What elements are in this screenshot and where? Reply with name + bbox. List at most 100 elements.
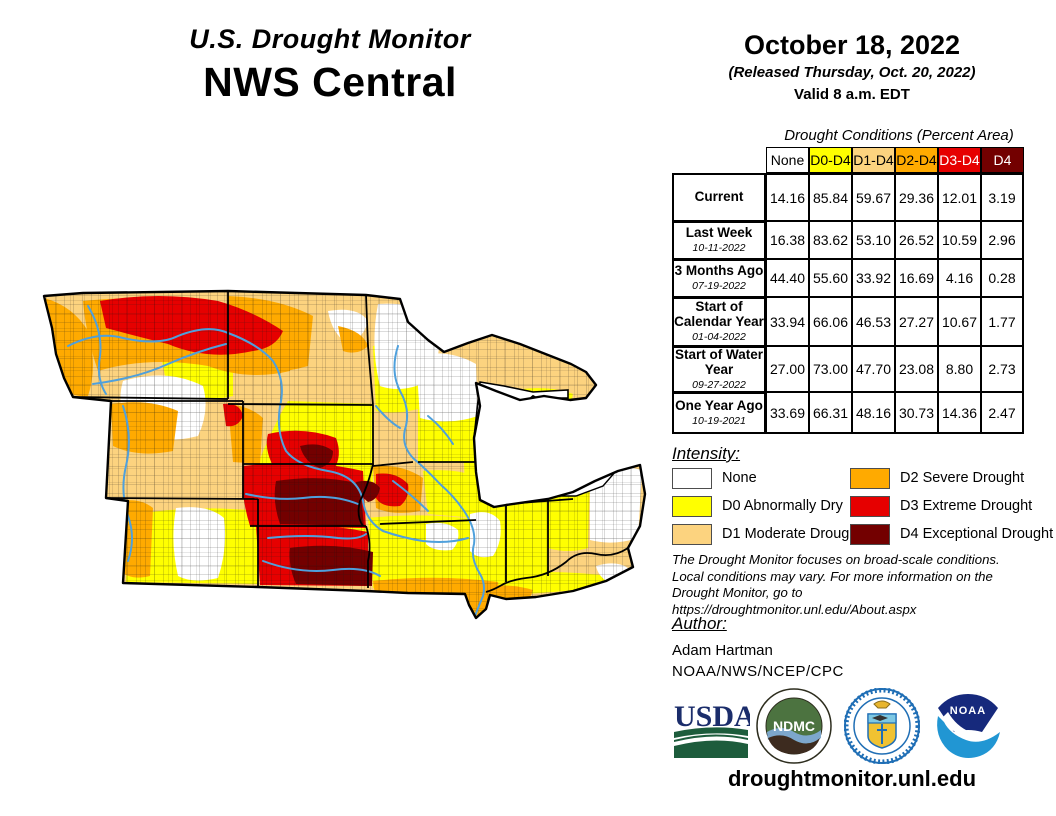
table-corner	[672, 147, 766, 173]
row-date: 10-19-2021	[692, 414, 746, 427]
legend-label: D2 Severe Drought	[900, 470, 1025, 486]
table-cell: 29.36	[895, 173, 938, 221]
legend-label: D4 Exceptional Drought	[900, 526, 1054, 542]
row-date: 01-04-2022	[692, 331, 746, 344]
author-block: Author: Adam Hartman NOAA/NWS/NCEP/CPC	[672, 614, 844, 680]
row-date: 09-27-2022	[692, 378, 746, 391]
legend-item-d0: D0 Abnormally Dry	[672, 495, 843, 517]
table-cell: 83.62	[809, 221, 852, 259]
michigan-outline	[505, 394, 570, 499]
legend-title: Intensity:	[672, 444, 741, 463]
table-cell: 14.36	[938, 392, 981, 434]
table-cell: 53.10	[852, 221, 895, 259]
ndmc-logo: NDMC	[756, 688, 832, 769]
table-cell: 2.73	[981, 346, 1024, 392]
table-cell: 27.00	[766, 346, 809, 392]
swatch-d2	[850, 467, 890, 489]
valid-time: Valid 8 a.m. EDT	[794, 86, 910, 103]
row-label-start-calendar-year: Start of Calendar Year 01-04-2022	[672, 297, 766, 346]
swatch-none	[672, 467, 712, 489]
usda-logo: USDA	[672, 698, 756, 765]
row-name: 3 Months Ago	[674, 263, 764, 279]
legend-item-d2: D2 Severe Drought	[850, 467, 1025, 489]
table-title: Drought Conditions (Percent Area)	[784, 127, 1014, 144]
disclaimer-text: The Drought Monitor focuses on broad-sca…	[672, 552, 1032, 618]
col-header-d1-d4: D1-D4	[852, 147, 895, 173]
table-cell: 33.69	[766, 392, 809, 434]
disclaimer-line: The Drought Monitor focuses on broad-sca…	[672, 552, 1000, 567]
col-header-d3-d4: D3-D4	[938, 147, 981, 173]
author-title: Author:	[672, 614, 727, 633]
table-cell: 48.16	[852, 392, 895, 434]
drought-map	[28, 286, 670, 634]
author-name: Adam Hartman	[672, 642, 773, 659]
col-header-d2-d4: D2-D4	[895, 147, 938, 173]
swatch-d3	[850, 495, 890, 517]
col-header-d4: D4	[981, 147, 1024, 173]
drought-conditions-table: None D0-D4 D1-D4 D2-D4 D3-D4 D4 Current …	[672, 147, 1024, 434]
row-name: Last Week	[685, 225, 753, 241]
legend-label: None	[722, 470, 757, 486]
legend-label: D3 Extreme Drought	[900, 498, 1033, 514]
table-cell: 16.38	[766, 221, 809, 259]
row-label-current: Current	[672, 173, 766, 221]
col-header-d0-d4: D0-D4	[809, 147, 852, 173]
map-date: October 18, 2022	[743, 30, 961, 60]
table-cell: 23.08	[895, 346, 938, 392]
table-cell: 12.01	[938, 173, 981, 221]
legend-item-d4: D4 Exceptional Drought	[850, 523, 1054, 545]
table-cell: 33.94	[766, 297, 809, 346]
table-cell: 33.92	[852, 259, 895, 297]
page-title: NWS Central	[203, 59, 457, 105]
ndmc-text: NDMC	[773, 718, 815, 734]
legend-item-none: None	[672, 467, 757, 489]
rivers	[67, 305, 485, 617]
table-cell: 47.70	[852, 346, 895, 392]
table-cell: 2.47	[981, 392, 1024, 434]
table-cell: 73.00	[809, 346, 852, 392]
table-cell: 2.96	[981, 221, 1024, 259]
logo-row: USDA NDMC	[672, 687, 1032, 769]
row-name: Current	[694, 189, 744, 205]
table-cell: 44.40	[766, 259, 809, 297]
table-cell: 0.28	[981, 259, 1024, 297]
row-label-3-months-ago: 3 Months Ago 07-19-2022	[672, 259, 766, 297]
table-cell: 66.06	[809, 297, 852, 346]
row-name: One Year Ago	[675, 397, 763, 413]
row-label-last-week: Last Week 10-11-2022	[672, 221, 766, 259]
table-cell: 8.80	[938, 346, 981, 392]
table-cell: 3.19	[981, 173, 1024, 221]
row-name: Start of Calendar Year	[674, 299, 764, 330]
noaa-logo: NOAA	[930, 688, 1006, 769]
row-date: 10-11-2022	[692, 242, 746, 255]
row-name: Start of Water Year	[674, 346, 763, 377]
table-cell: 55.60	[809, 259, 852, 297]
row-label-one-year-ago: One Year Ago 10-19-2021	[672, 392, 766, 434]
disclaimer-line: Local conditions may vary. For more info…	[672, 568, 993, 584]
swatch-d0	[672, 495, 712, 517]
table-cell: 16.69	[895, 259, 938, 297]
table-cell: 4.16	[938, 259, 981, 297]
table-cell: 26.52	[895, 221, 938, 259]
table-cell: 46.53	[852, 297, 895, 346]
legend-label: D0 Abnormally Dry	[722, 498, 843, 514]
table-cell: 1.77	[981, 297, 1024, 346]
footer-url[interactable]: droughtmonitor.unl.edu	[727, 766, 977, 791]
swatch-d4	[850, 523, 890, 545]
state-borders	[72, 291, 629, 593]
commerce-seal-logo	[843, 687, 921, 769]
report-supertitle: U.S. Drought Monitor	[189, 24, 471, 54]
row-date: 07-19-2022	[692, 280, 746, 293]
region-outline	[42, 289, 647, 620]
row-label-start-water-year: Start of Water Year 09-27-2022	[672, 346, 766, 392]
author-org: NOAA/NWS/NCEP/CPC	[672, 663, 844, 680]
released-date: (Released Thursday, Oct. 20, 2022)	[728, 64, 976, 81]
table-cell: 85.84	[809, 173, 852, 221]
legend-label: D1 Moderate Drought	[722, 526, 862, 542]
drought-map-svg	[42, 289, 647, 620]
swatch-d1	[672, 523, 712, 545]
table-cell: 10.59	[938, 221, 981, 259]
legend-item-d1: D1 Moderate Drought	[672, 523, 862, 545]
table-cell: 10.67	[938, 297, 981, 346]
disclaimer-line: Drought Monitor, go to https://droughtmo…	[672, 585, 917, 617]
